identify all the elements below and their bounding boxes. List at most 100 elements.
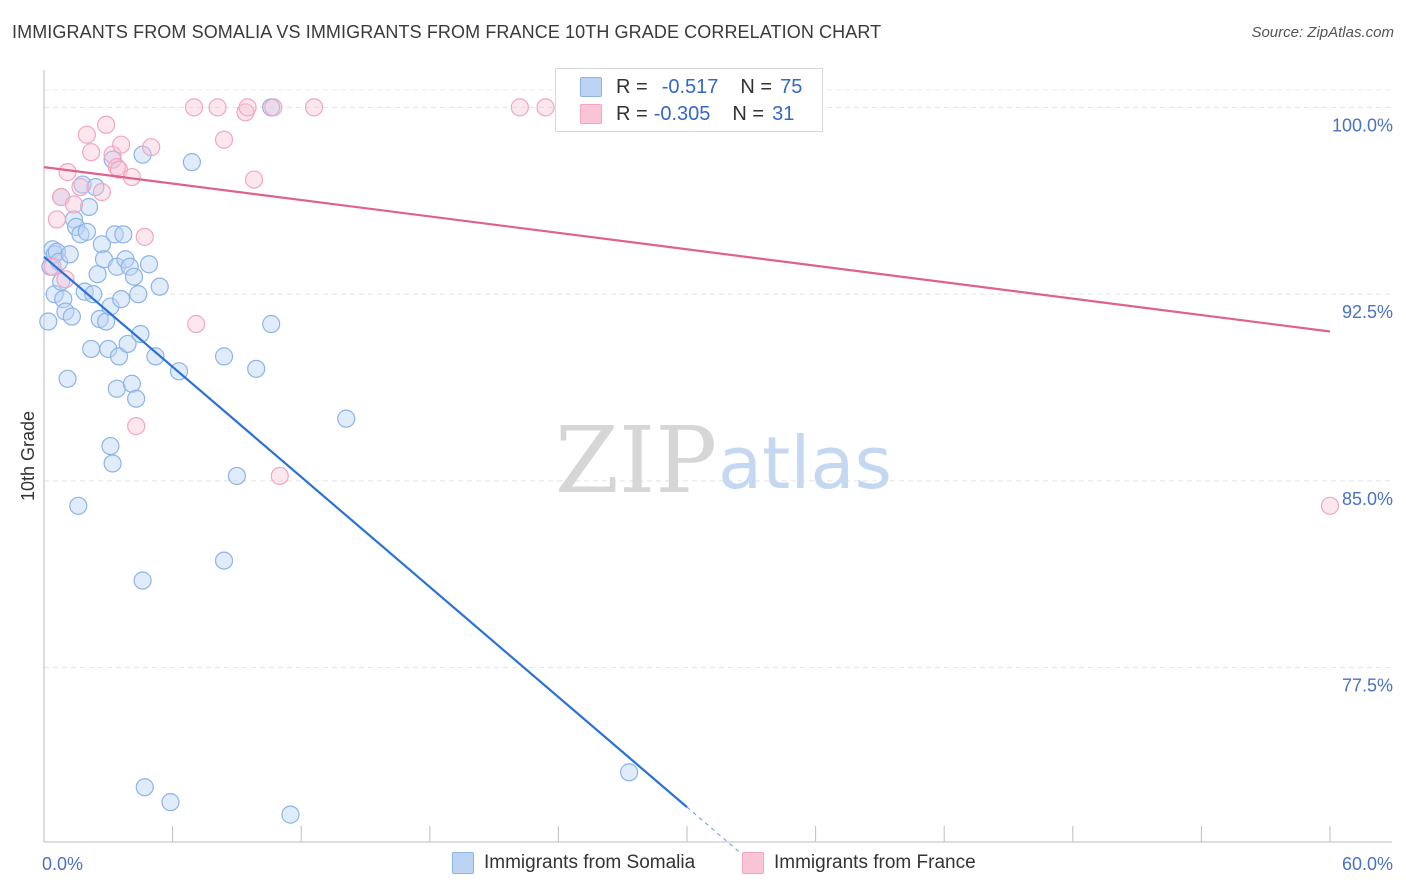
legend-row-somalia: R = -0.517 N = 75 bbox=[580, 74, 802, 100]
trend-lines bbox=[43, 166, 1331, 854]
somalia-point bbox=[133, 571, 152, 590]
y-tick-label: 100.0% bbox=[1332, 115, 1393, 135]
france-point bbox=[244, 170, 264, 189]
france-point bbox=[71, 177, 90, 197]
france-legend-swatch-icon bbox=[742, 852, 764, 874]
france-point bbox=[536, 98, 555, 117]
somalia-point bbox=[88, 265, 107, 284]
france-point bbox=[270, 466, 289, 486]
somalia-point bbox=[182, 153, 201, 172]
legend-france[interactable]: Immigrants from France bbox=[742, 852, 976, 874]
watermark-atlas: atlas bbox=[718, 421, 892, 505]
france-point bbox=[58, 163, 77, 182]
watermark: ZIP atlas bbox=[555, 407, 892, 514]
france-point bbox=[264, 98, 283, 117]
france-point bbox=[184, 98, 204, 117]
axes bbox=[43, 70, 1392, 843]
y-tick-label: 85.0% bbox=[1342, 489, 1393, 509]
somalia-point bbox=[107, 379, 126, 398]
france-point bbox=[97, 115, 116, 134]
somalia-point bbox=[281, 805, 300, 824]
somalia-point bbox=[337, 409, 356, 428]
somalia-point bbox=[99, 339, 118, 359]
somalia-point bbox=[135, 778, 154, 797]
somalia-point bbox=[62, 307, 81, 326]
france-point bbox=[208, 98, 227, 117]
chart-title: IMMIGRANTS FROM SOMALIA VS IMMIGRANTS FR… bbox=[12, 22, 882, 42]
somalia-point bbox=[103, 454, 122, 473]
somalia-point bbox=[82, 339, 101, 359]
somalia-point bbox=[58, 369, 77, 388]
france-r-value: -0.305 bbox=[653, 102, 711, 125]
legend-france-label: Immigrants from France bbox=[774, 852, 976, 873]
data-points bbox=[39, 98, 1340, 824]
france-swatch-icon bbox=[580, 104, 602, 124]
france-point bbox=[135, 227, 154, 246]
france-point bbox=[304, 98, 324, 117]
somalia-point bbox=[227, 466, 246, 486]
somalia-r-value: -0.517 bbox=[661, 75, 719, 98]
somalia-point bbox=[146, 347, 165, 366]
somalia-trend-extension bbox=[686, 806, 741, 854]
france-point bbox=[510, 98, 529, 117]
x-tick-label-max: 60.0% bbox=[1342, 854, 1393, 874]
somalia-point bbox=[112, 290, 131, 309]
france-point bbox=[238, 98, 257, 117]
france-point bbox=[92, 182, 111, 202]
somalia-point bbox=[84, 285, 103, 304]
somalia-point bbox=[214, 551, 234, 570]
france-point bbox=[82, 143, 101, 162]
somalia-point bbox=[120, 257, 139, 276]
somalia-swatch-icon bbox=[580, 77, 602, 97]
france-r-label: R = bbox=[616, 102, 648, 125]
france-n-label: N = bbox=[732, 102, 765, 125]
somalia-point bbox=[77, 222, 96, 241]
somalia-point bbox=[131, 324, 150, 344]
somalia-point bbox=[118, 334, 137, 354]
legend-row-france: R = -0.305 N = 31 bbox=[580, 101, 794, 127]
france-point bbox=[142, 138, 161, 157]
somalia-n-value: 75 bbox=[780, 75, 803, 98]
somalia-point bbox=[161, 793, 180, 812]
france-point bbox=[64, 195, 84, 214]
somalia-point bbox=[97, 312, 116, 331]
y-tick-label: 92.5% bbox=[1342, 302, 1393, 322]
x-tick-label-min: 0.0% bbox=[42, 854, 83, 874]
france-point bbox=[214, 130, 234, 149]
somalia-point bbox=[109, 347, 129, 366]
y-tick-label: 77.5% bbox=[1342, 676, 1393, 696]
somalia-point bbox=[101, 436, 120, 456]
somalia-point bbox=[139, 255, 159, 274]
somalia-point bbox=[122, 374, 141, 393]
somalia-point bbox=[620, 763, 639, 782]
y-axis-title: 10th Grade bbox=[18, 411, 38, 501]
france-point bbox=[127, 417, 146, 436]
france-point bbox=[77, 125, 96, 144]
somalia-n-label: N = bbox=[740, 75, 773, 98]
somalia-legend-swatch-icon bbox=[452, 852, 474, 874]
france-n-value: 31 bbox=[772, 102, 795, 125]
somalia-point bbox=[247, 359, 266, 378]
somalia-point bbox=[60, 245, 79, 264]
france-point bbox=[47, 210, 66, 229]
somalia-point bbox=[92, 235, 111, 254]
watermark-zip: ZIP bbox=[555, 407, 717, 514]
somalia-point bbox=[114, 225, 133, 244]
somalia-point bbox=[129, 285, 148, 304]
france-trend-line bbox=[43, 166, 1331, 333]
legend-somalia[interactable]: Immigrants from Somalia bbox=[452, 852, 695, 874]
tick-labels: 100.0% 92.5% 85.0% 77.5% 0.0% 60.0% bbox=[42, 115, 1393, 874]
france-point bbox=[1320, 496, 1340, 515]
somalia-trend-line bbox=[43, 255, 688, 808]
chart-source: Source: ZipAtlas.com bbox=[1251, 24, 1394, 41]
france-point bbox=[56, 270, 75, 289]
somalia-point bbox=[124, 267, 144, 286]
somalia-point bbox=[39, 312, 58, 331]
somalia-point bbox=[69, 496, 88, 515]
somalia-point bbox=[127, 389, 146, 408]
france-point bbox=[187, 314, 206, 334]
somalia-point bbox=[262, 314, 281, 334]
france-point bbox=[112, 135, 131, 154]
